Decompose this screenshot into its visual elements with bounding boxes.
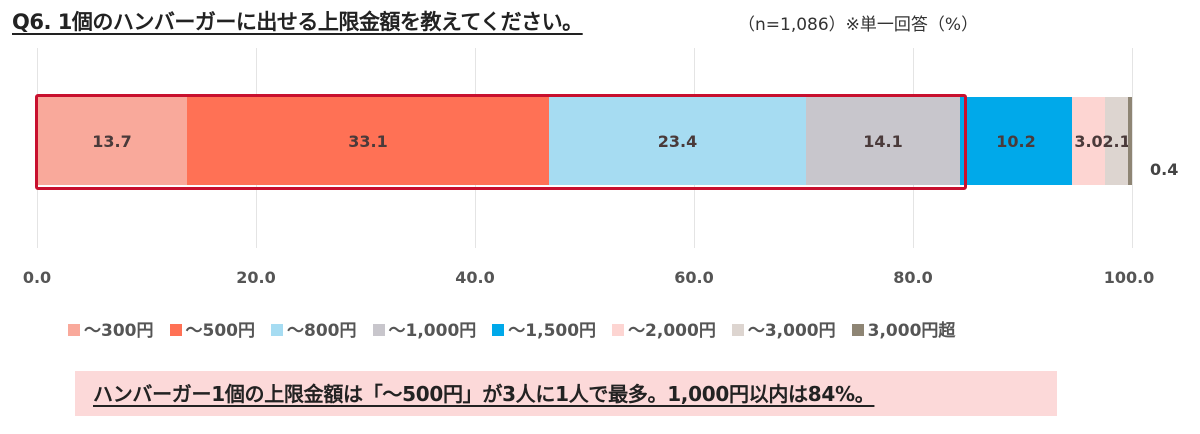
- legend-label: ～3,000円: [747, 321, 836, 341]
- chart-subtitle: （n=1,086）※単一回答（%）: [738, 15, 979, 35]
- legend-item: ～1,000円: [372, 316, 477, 341]
- legend-swatch-icon: [372, 324, 385, 336]
- summary-text: ハンバーガー1個の上限金額は「～500円」が3人に1人で最多。1,000円以内は…: [93, 382, 875, 406]
- bar-segment-upto-2000: 3.0: [1072, 97, 1105, 185]
- value-label: 10.2: [996, 131, 1036, 151]
- value-label: 14.1: [863, 131, 903, 151]
- bar-segment-over-3000: [1128, 97, 1132, 185]
- value-label: 3.0: [1074, 131, 1103, 151]
- legend-item: ～800円: [271, 316, 357, 341]
- legend-swatch-icon: [731, 324, 744, 336]
- chart-title: Q6. 1個のハンバーガーに出せる上限金額を教えてください。: [12, 10, 583, 34]
- legend-label: ～500円: [185, 321, 256, 341]
- legend-swatch-icon: [612, 324, 625, 336]
- legend: ～300円 ～500円 ～800円 ～1,000円 ～1,500円 ～2,000…: [68, 316, 955, 341]
- legend-swatch-icon: [169, 324, 182, 336]
- value-label: 23.4: [657, 131, 698, 151]
- legend-swatch-icon: [271, 324, 283, 336]
- legend-label: 3,000円超: [867, 321, 956, 341]
- legend-item: ～3,000円: [731, 316, 836, 341]
- value-label: 13.7: [92, 131, 132, 151]
- bar-segment-upto-3000: 2.1: [1102, 97, 1131, 185]
- x-tick: 20.0: [236, 268, 276, 287]
- x-tick: 40.0: [455, 268, 495, 287]
- legend-item: ～2,000円: [612, 316, 716, 341]
- value-label-over-3000: 0.4: [1150, 160, 1179, 179]
- legend-label: ～1,500円: [508, 321, 597, 341]
- legend-label: ～800円: [287, 321, 357, 341]
- bar-segment-upto-500: 33.1: [187, 97, 549, 185]
- legend-swatch-icon: [851, 324, 864, 336]
- x-tick: 60.0: [674, 268, 714, 287]
- value-label: 2.1: [1102, 131, 1131, 151]
- legend-item: ～300円: [68, 316, 154, 341]
- bar-segment-upto-300: 13.7: [37, 97, 187, 185]
- legend-swatch-icon: [68, 324, 80, 336]
- legend-label: ～1,000円: [388, 321, 477, 341]
- x-tick: 80.0: [893, 268, 933, 287]
- legend-item: 3,000円超: [851, 316, 956, 341]
- legend-item: ～500円: [169, 316, 256, 341]
- x-tick: 100.0: [1103, 268, 1155, 287]
- bar-segment-upto-1500: 10.2: [960, 97, 1072, 185]
- legend-item: ～1,500円: [492, 316, 596, 341]
- value-label: 33.1: [348, 131, 388, 151]
- summary-callout: ハンバーガー1個の上限金額は「～500円」が3人に1人で最多。1,000円以内は…: [75, 371, 1057, 416]
- bar-segment-upto-800: 23.4: [549, 97, 806, 185]
- gridline-100: [1132, 48, 1133, 248]
- x-tick: 0.0: [22, 268, 52, 287]
- legend-swatch-icon: [492, 324, 505, 336]
- legend-label: ～300円: [84, 321, 154, 341]
- legend-label: ～2,000円: [628, 321, 716, 341]
- bar-segment-upto-1000: 14.1: [806, 97, 960, 185]
